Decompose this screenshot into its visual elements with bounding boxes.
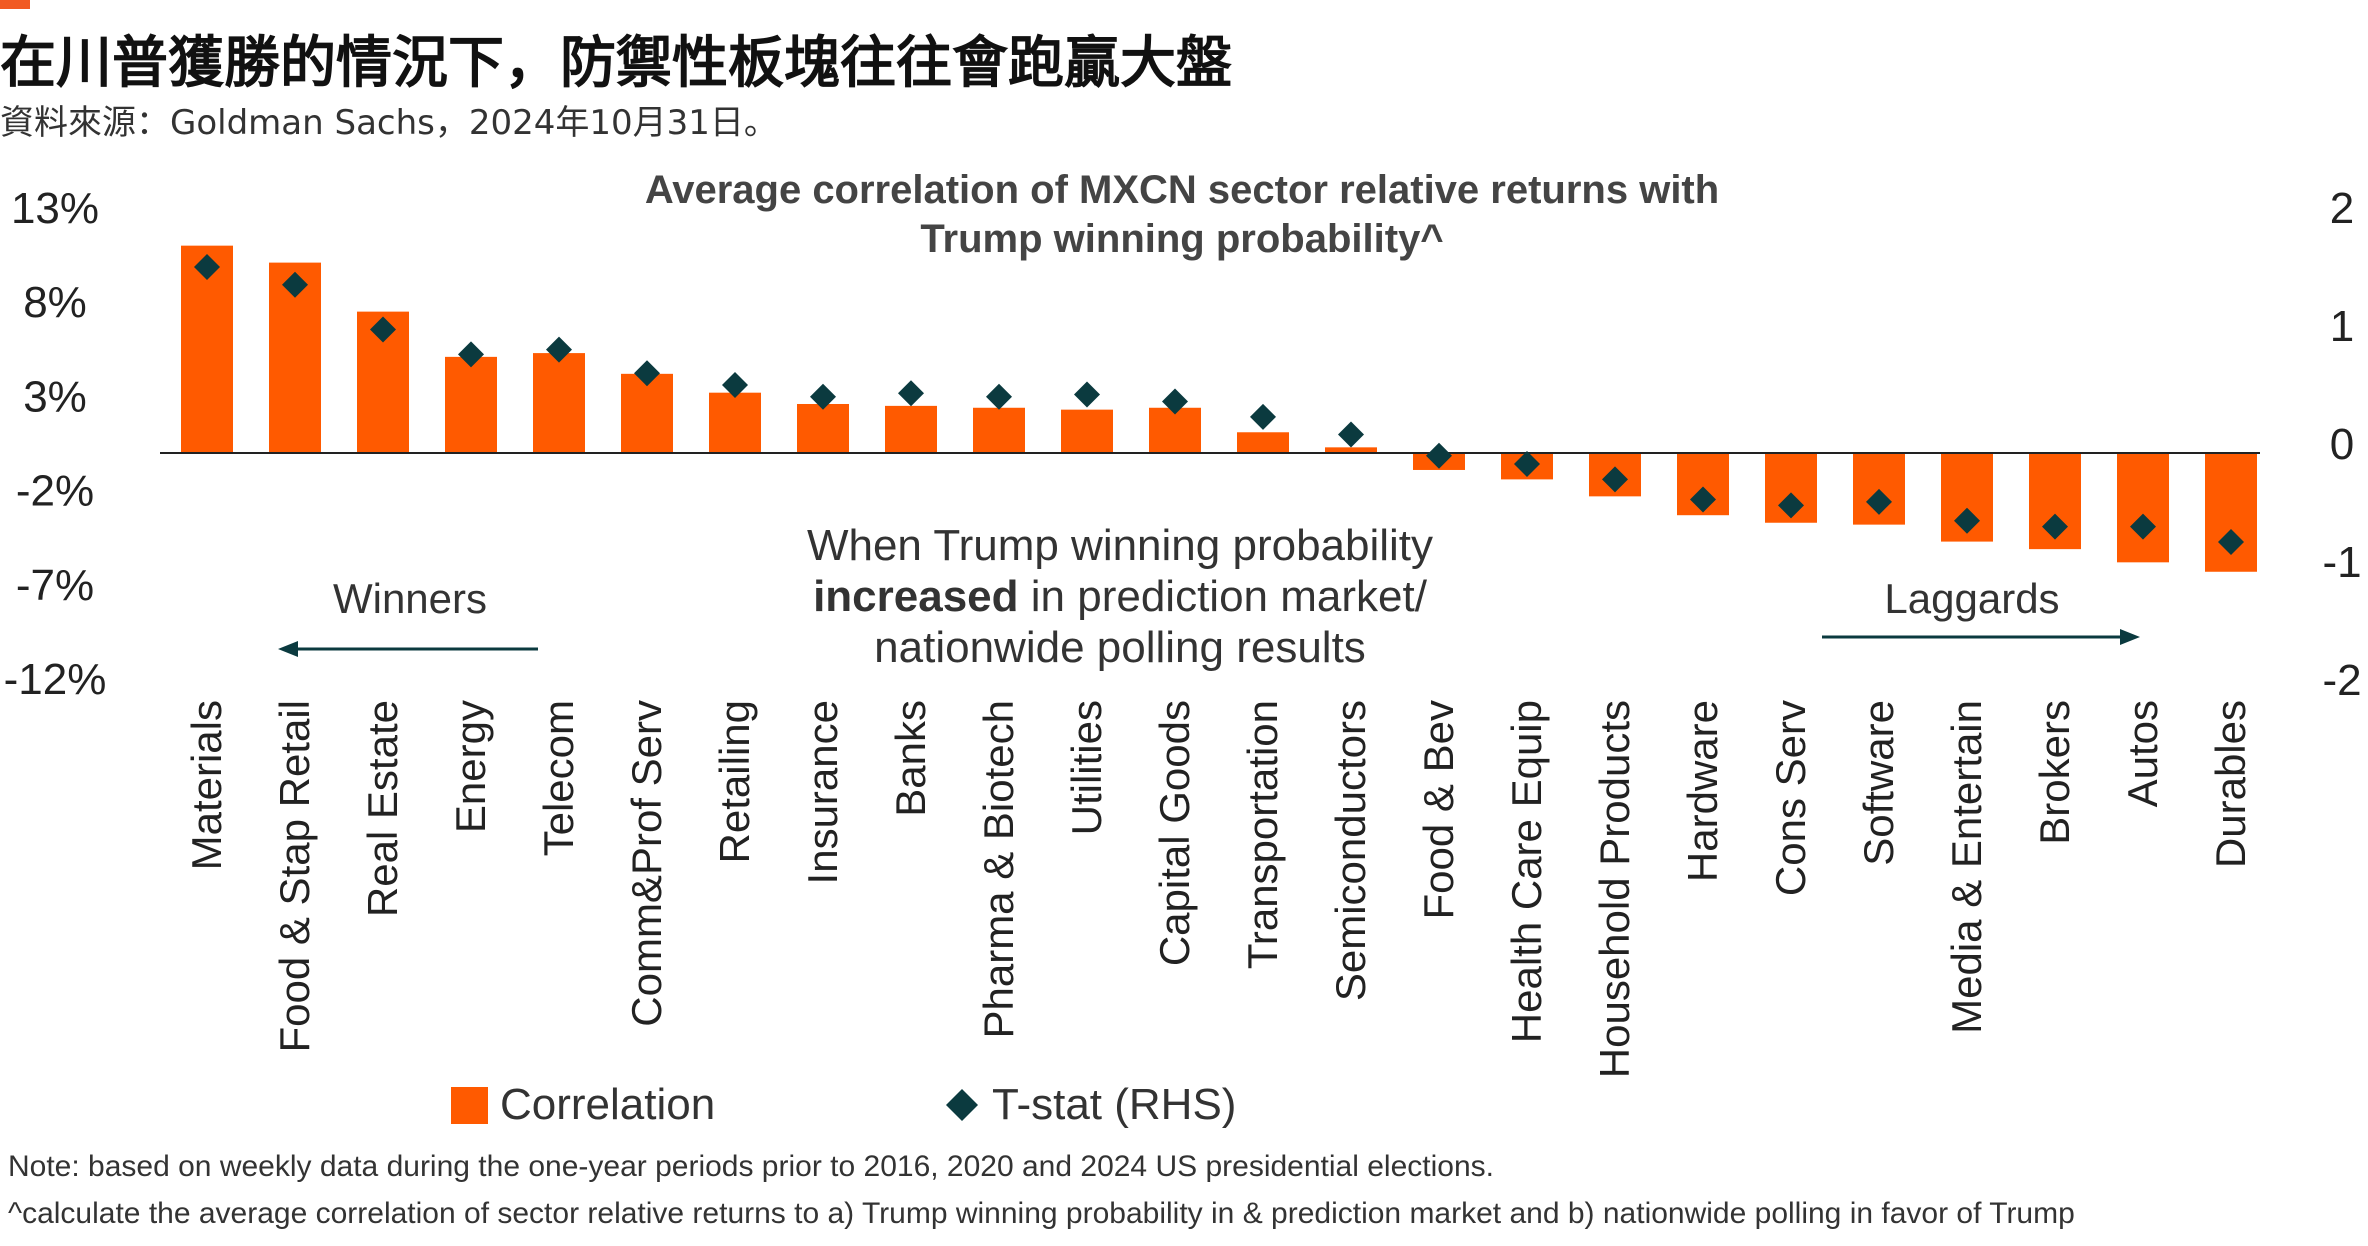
bar-comm-prof-serv	[621, 373, 673, 453]
annotation-middle-line: increased in prediction market/	[813, 572, 1428, 621]
winners-arrow-head	[278, 641, 298, 657]
x-tick-label: Banks	[887, 700, 934, 817]
x-tick-label: Cons Serv	[1767, 700, 1814, 896]
tstat-marker-software	[1866, 488, 1892, 515]
bar-autos	[2117, 453, 2169, 563]
footnote-1: Note: based on weekly data during the on…	[8, 1150, 1494, 1183]
x-tick-label: Transportation	[1239, 700, 1286, 969]
y-left-tick-label: -2%	[16, 467, 94, 516]
x-tick-label: Household Products	[1591, 700, 1638, 1078]
tstat-marker-insurance	[810, 383, 836, 410]
y-right-tick-label: 1	[2330, 302, 2354, 351]
y-right-tick-label: 2	[2330, 184, 2354, 233]
annotation-middle-span: increased	[813, 572, 1018, 621]
accent-bar	[0, 0, 30, 9]
tstat-marker-media-entertain	[1954, 507, 1980, 534]
chart-title-line: Trump winning probability^	[920, 217, 1443, 261]
x-tick-label: Semiconductors	[1327, 700, 1374, 1001]
tstat-marker-banks	[898, 380, 924, 407]
legend-label-tstat: T-stat (RHS)	[992, 1080, 1236, 1129]
bar-pharma-biotech	[973, 407, 1025, 453]
chart-title-line: Average correlation of MXCN sector relat…	[645, 168, 1719, 212]
y-right-tick-label: -2	[2322, 656, 2361, 705]
x-tick-label: Health Care Equip	[1503, 700, 1550, 1043]
x-tick-label: Comm&Prof Serv	[623, 700, 670, 1027]
tstat-marker-comm-prof-serv	[634, 360, 660, 387]
tstat-marker-household-products	[1602, 466, 1628, 493]
tstat-marker-retailing	[722, 372, 748, 398]
bar-capital-goods	[1149, 407, 1201, 453]
x-tick-label: Software	[1855, 700, 1902, 866]
bar-utilities	[1061, 409, 1113, 453]
annotation-winners: Winners	[333, 575, 487, 622]
annotation-middle-span: nationwide polling results	[874, 623, 1366, 672]
y-left-tick-label: 3%	[23, 372, 87, 421]
source-line: 資料來源：Goldman Sachs，2024年10月31日。	[0, 103, 778, 143]
tstat-marker-food-stap-retail	[282, 271, 308, 298]
x-tick-label: Pharma & Biotech	[975, 700, 1022, 1039]
y-right-tick-label: -1	[2322, 538, 2361, 587]
x-tick-label: Media & Entertain	[1943, 700, 1990, 1034]
tstat-marker-brokers	[2042, 513, 2068, 540]
bar-retailing	[709, 392, 761, 453]
legend-label-correlation: Correlation	[500, 1080, 715, 1129]
x-tick-label: Retailing	[711, 700, 758, 863]
legend-swatch-correlation	[451, 1087, 488, 1124]
tstat-marker-autos	[2130, 513, 2156, 540]
x-tick-label: Food & Bev	[1415, 700, 1462, 919]
x-tick-label: Insurance	[799, 700, 846, 884]
tstat-marker-hardware	[1690, 486, 1716, 513]
tstat-marker-health-care-equip	[1514, 451, 1540, 478]
x-tick-label: Durables	[2207, 700, 2254, 868]
annotation-laggards: Laggards	[1884, 575, 2059, 622]
x-tick-label: Food & Stap Retail	[271, 700, 318, 1053]
bar-transportation	[1237, 432, 1289, 453]
bar-banks	[885, 405, 937, 453]
tstat-marker-telecom	[546, 336, 572, 363]
legend-swatch-tstat	[946, 1089, 978, 1121]
tstat-marker-capital-goods	[1162, 388, 1188, 415]
x-tick-label: Brokers	[2031, 700, 2078, 845]
bar-semiconductors	[1325, 447, 1377, 453]
tstat-marker-durables	[2218, 528, 2244, 555]
tstat-marker-utilities	[1074, 381, 1100, 408]
x-tick-label: Utilities	[1063, 700, 1110, 835]
annotation-middle-line: nationwide polling results	[874, 623, 1366, 672]
x-tick-label: Energy	[447, 700, 494, 833]
bar-energy	[445, 356, 497, 453]
y-left-tick-label: -7%	[16, 561, 94, 610]
y-right-tick-label: 0	[2330, 420, 2354, 469]
annotation-middle-span: in prediction market/	[1019, 572, 1428, 621]
y-left-tick-label: 8%	[23, 278, 87, 327]
y-left-tick-label: 13%	[11, 184, 99, 233]
tstat-marker-energy	[458, 341, 484, 368]
bar-materials	[181, 245, 233, 453]
tstat-marker-materials	[194, 254, 220, 280]
y-left-tick-label: -12%	[4, 655, 107, 704]
bar-telecom	[533, 353, 585, 453]
x-tick-label: Capital Goods	[1151, 700, 1198, 966]
chart: Average correlation of MXCN sector relat…	[4, 168, 2362, 1129]
tstat-marker-transportation	[1250, 403, 1276, 430]
headline: 在川普獲勝的情況下，防禦性板塊往往會跑贏大盤	[0, 31, 1232, 96]
tstat-marker-semiconductors	[1338, 421, 1364, 448]
annotation-middle-line: When Trump winning probability	[807, 521, 1433, 570]
x-tick-label: Hardware	[1679, 700, 1726, 882]
x-tick-label: Autos	[2119, 700, 2166, 807]
bar-insurance	[797, 403, 849, 453]
x-tick-label: Materials	[183, 700, 230, 870]
annotation-middle-span: When Trump winning probability	[807, 521, 1433, 570]
tstat-marker-pharma-biotech	[986, 383, 1012, 410]
footnote-2: ^calculate the average correlation of se…	[8, 1197, 2075, 1230]
x-tick-label: Telecom	[535, 700, 582, 856]
x-tick-label: Real Estate	[359, 700, 406, 917]
tstat-marker-cons-serv	[1778, 492, 1804, 519]
tstat-marker-real-estate	[370, 316, 396, 343]
tstat-marker-food-bev	[1426, 442, 1452, 469]
laggards-arrow-head	[2120, 629, 2140, 645]
